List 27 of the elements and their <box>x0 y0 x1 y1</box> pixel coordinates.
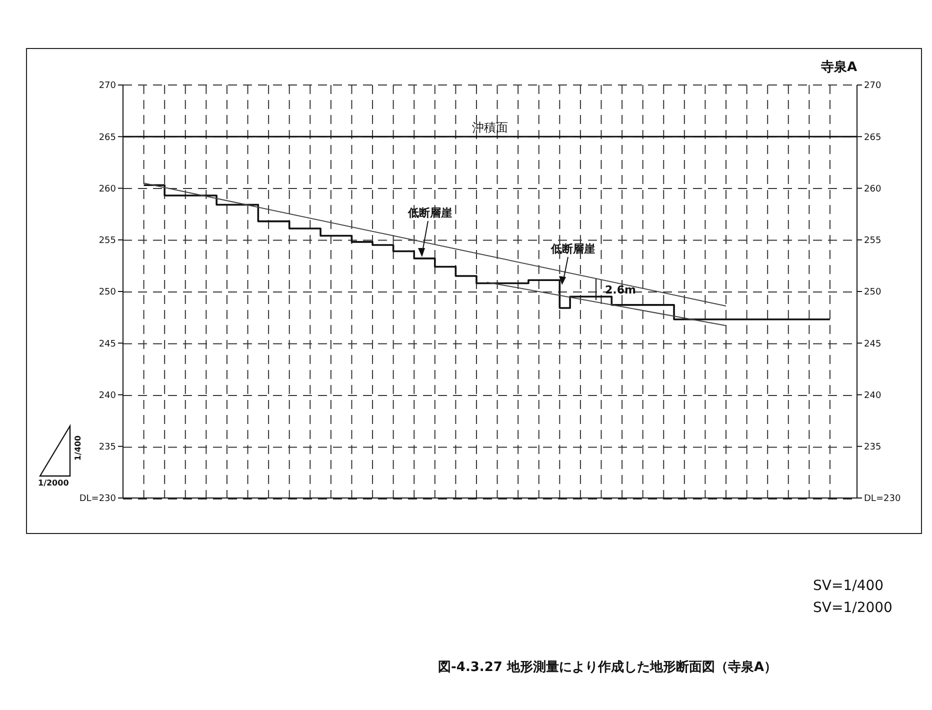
text: 1/400 <box>74 435 82 461</box>
y-tick-label: 270 <box>98 81 116 92</box>
annotation: 低断層崖 <box>551 242 595 256</box>
y2-tick-label: DL=230 <box>864 494 901 504</box>
y2-tick-label: 235 <box>864 442 882 453</box>
annotation: 低断層崖 <box>408 206 452 220</box>
y-tick-label: 240 <box>98 390 116 401</box>
y2-tick-label: 250 <box>864 288 882 298</box>
y2-tick-label: 270 <box>864 81 882 92</box>
y2-tick-label: 240 <box>864 390 882 401</box>
y-tick-label: 235 <box>98 442 116 453</box>
y2-tick-label: 245 <box>864 339 882 350</box>
y-tick-label: DL=230 <box>79 494 116 504</box>
chart-subtitle: 寺泉A <box>820 58 857 76</box>
y-tick-label: 265 <box>98 132 116 143</box>
y2-tick-label: 260 <box>864 184 882 194</box>
text: 図-4.3.27 地形測量により作成した地形断面図（寺泉A） <box>438 658 778 676</box>
y-tick-label: 250 <box>98 288 116 298</box>
text: SV=1/400 <box>813 578 884 594</box>
y2-tick-label: 265 <box>864 132 882 143</box>
ref-line-label: 沖積面 <box>472 120 508 135</box>
y-tick-label: 255 <box>98 236 116 246</box>
text: SV=1/2000 <box>813 600 892 616</box>
y-tick-label: 245 <box>98 339 116 350</box>
text: 1/2000 <box>38 478 69 488</box>
y-tick-label: 260 <box>98 184 116 194</box>
y2-tick-label: 255 <box>864 236 882 246</box>
